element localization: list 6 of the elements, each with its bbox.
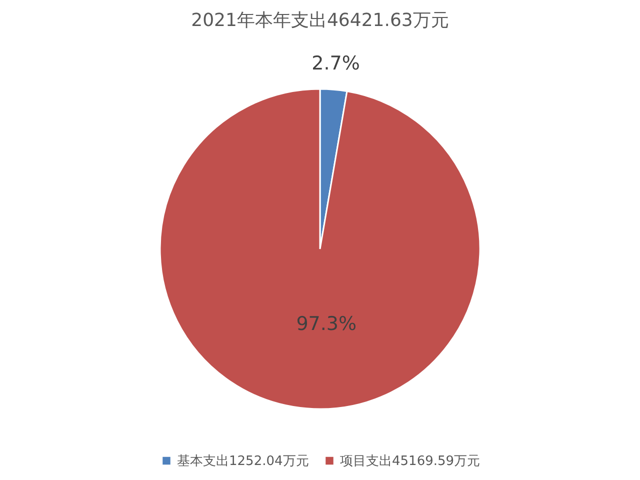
data-label: 2.7%: [312, 52, 360, 75]
pie-slice: [159, 88, 481, 410]
legend-label: 基本支出1252.04万元: [177, 454, 309, 469]
data-label: 97.3%: [296, 312, 357, 335]
chart-title: 2021年本年支出46421.63万元: [191, 10, 449, 31]
legend-label: 项目支出45169.59万元: [340, 454, 480, 469]
